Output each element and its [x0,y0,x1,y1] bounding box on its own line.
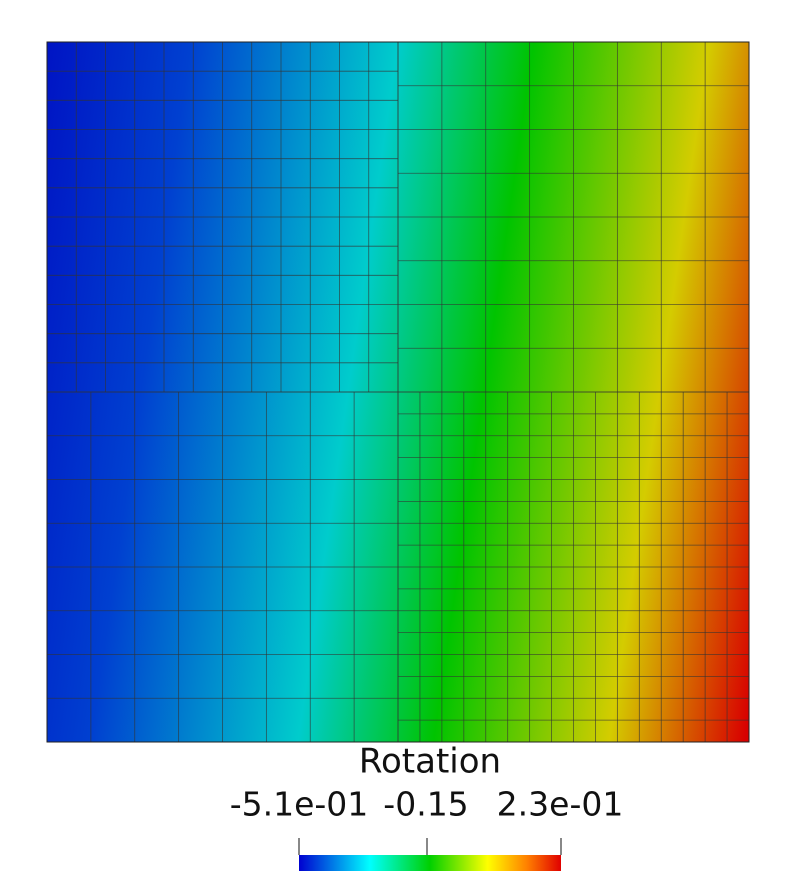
color-bar [299,855,561,871]
legend-title: Rotation [359,742,501,782]
legend-tick-label: 2.3e-01 [497,785,624,824]
mesh [46,41,750,743]
plot-border [46,41,750,743]
legend-tick-label: -5.1e-01 [230,785,369,824]
legend-tick-label: -0.15 [383,785,468,824]
